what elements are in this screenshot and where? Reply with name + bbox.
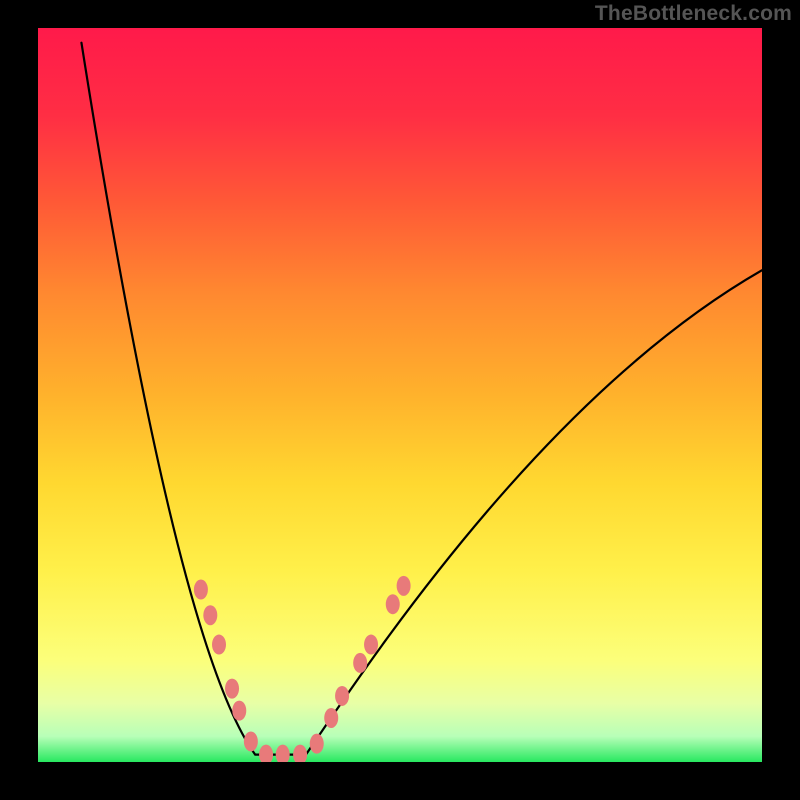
marker-point xyxy=(386,594,400,614)
marker-point xyxy=(212,635,226,655)
marker-point xyxy=(397,576,411,596)
plot-area xyxy=(38,28,762,762)
marker-point xyxy=(310,734,324,754)
marker-point xyxy=(324,708,338,728)
chart-container: TheBottleneck.com xyxy=(0,0,800,800)
marker-point xyxy=(203,605,217,625)
marker-point xyxy=(244,731,258,751)
marker-point xyxy=(194,580,208,600)
marker-point xyxy=(225,679,239,699)
marker-point xyxy=(232,701,246,721)
gradient-background xyxy=(38,28,762,762)
marker-point xyxy=(335,686,349,706)
marker-point xyxy=(353,653,367,673)
watermark-text: TheBottleneck.com xyxy=(595,2,792,26)
marker-point xyxy=(364,635,378,655)
plot-svg xyxy=(38,28,762,762)
